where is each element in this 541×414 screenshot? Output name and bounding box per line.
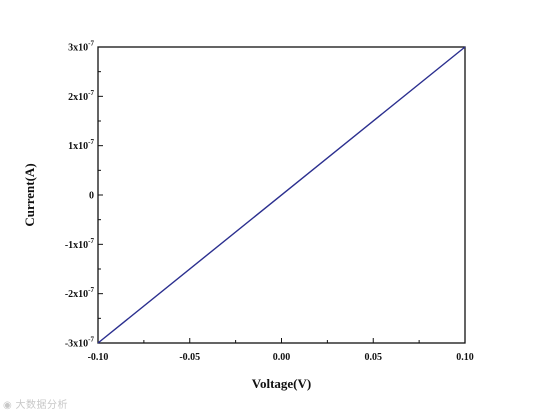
y-tick-label: -1x10-7 xyxy=(65,237,95,251)
y-axis-title: Current(A) xyxy=(22,163,37,226)
series-line xyxy=(97,46,466,344)
y-tick-label: -2x10-7 xyxy=(65,286,95,300)
x-axis-title: Voltage(V) xyxy=(252,376,311,391)
y-tick-label: 2x10-7 xyxy=(68,89,94,103)
watermark: ◉ 大数据分析 xyxy=(3,396,68,411)
x-tick-label: -0.10 xyxy=(88,352,109,363)
camera-icon: ◉ xyxy=(3,400,13,411)
x-tick-label: 0.00 xyxy=(273,352,291,363)
y-tick-label: 3x10-7 xyxy=(68,40,94,54)
x-tick-label: -0.05 xyxy=(179,352,200,363)
x-ticks: -0.10 -0.05 0.00 0.05 0.10 xyxy=(88,338,474,363)
series-layer xyxy=(97,46,466,344)
y-tick-label: 0 xyxy=(89,191,94,202)
y-tick-label: -3x10-7 xyxy=(65,336,95,350)
y-ticks: -3x10-7 -2x10-7 -1x10-7 0 1x10-7 2x10-7 3x10-7 xyxy=(65,40,103,350)
x-tick-label: 0.05 xyxy=(365,352,383,363)
watermark-text: 大数据分析 xyxy=(15,400,69,411)
x-tick-label: 0.10 xyxy=(456,352,474,363)
y-tick-label: 1x10-7 xyxy=(68,138,94,152)
